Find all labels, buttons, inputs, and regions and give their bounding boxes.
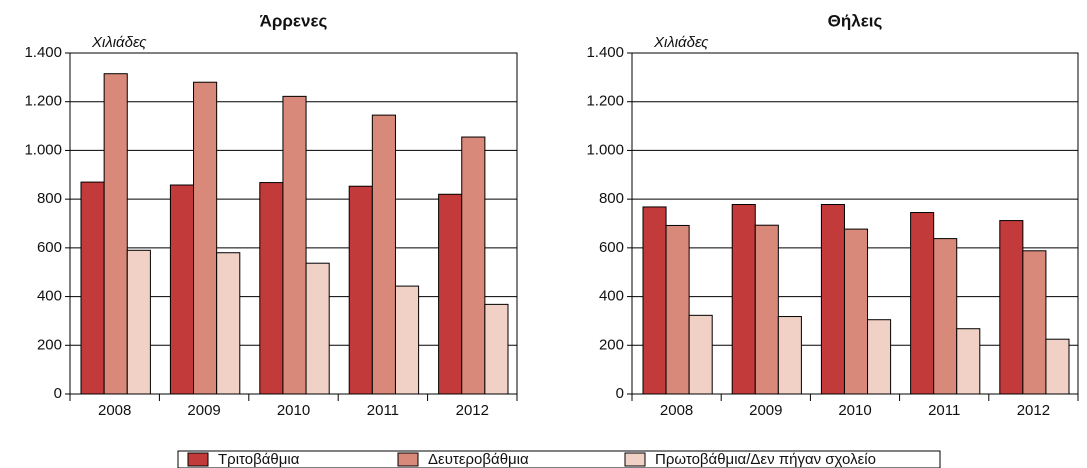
bar [910, 212, 935, 395]
x-tick-label: 2010 [838, 402, 871, 419]
bar [305, 262, 330, 395]
bar [394, 285, 420, 395]
x-tick-label: 2010 [277, 402, 310, 419]
y-tick-label: 800 [599, 190, 624, 207]
x-tick-label: 2012 [456, 402, 489, 419]
legend-box [177, 450, 941, 468]
bar [438, 193, 463, 395]
x-tick-label: 2008 [660, 402, 693, 419]
bar [642, 206, 667, 395]
y-tick-label: 0 [54, 385, 62, 402]
legend-label: Πρωτοβάθμια/Δεν πήγαν σχολείο [655, 451, 876, 468]
x-tick-label: 2011 [928, 402, 960, 419]
y-tick-label: 1.000 [586, 141, 624, 158]
chart-title: Θήλεις [828, 11, 883, 30]
y-tick-label: 600 [599, 239, 624, 256]
bar [1022, 250, 1047, 395]
y-axis-label: Χιλιάδες [91, 34, 147, 51]
legend-swatch [187, 452, 209, 467]
bar [371, 114, 396, 395]
y-tick-label: 1.400 [24, 44, 62, 61]
y-tick-label: 200 [599, 336, 624, 353]
bar [956, 328, 981, 395]
bar [777, 316, 802, 395]
legend-swatch [624, 452, 646, 467]
bar [126, 249, 151, 395]
x-tick-label: 2011 [367, 402, 399, 419]
bar [461, 136, 486, 395]
bar [867, 319, 892, 395]
bar [731, 204, 756, 395]
y-tick-label: 400 [37, 288, 62, 305]
bar [843, 228, 869, 395]
plot-frame [631, 52, 1079, 395]
bar [80, 181, 105, 395]
legend-swatch [397, 452, 419, 467]
bar [282, 95, 307, 395]
bar [688, 314, 713, 395]
x-tick-label: 2009 [749, 402, 782, 419]
x-tick-label: 2012 [1017, 402, 1050, 419]
bar [933, 238, 958, 395]
bar [216, 252, 241, 395]
legend-label: Τριτοβάθμια [218, 451, 300, 468]
bar [348, 185, 373, 395]
y-tick-label: 400 [599, 288, 624, 305]
bar [999, 220, 1024, 395]
plot-frame [69, 52, 518, 395]
y-tick-label: 1.200 [24, 93, 62, 110]
bar [820, 204, 845, 395]
bar [103, 73, 128, 395]
bar [259, 182, 284, 395]
chart-title: Άρρενες [260, 11, 328, 30]
y-tick-label: 1.000 [24, 141, 62, 158]
bar [754, 224, 779, 395]
x-tick-label: 2009 [187, 402, 220, 419]
bar [1045, 338, 1070, 395]
y-tick-label: 1.400 [586, 44, 624, 61]
y-tick-label: 600 [37, 239, 62, 256]
y-tick-label: 0 [616, 385, 624, 402]
bar [665, 224, 690, 395]
bar [169, 184, 195, 395]
legend-label: Δευτεροβάθμια [428, 451, 529, 468]
bar [484, 303, 509, 395]
y-axis-label: Χιλιάδες [653, 34, 709, 51]
x-tick-label: 2008 [98, 402, 131, 419]
y-tick-label: 800 [37, 190, 62, 207]
y-tick-label: 200 [37, 336, 62, 353]
bar [193, 81, 218, 395]
y-tick-label: 1.200 [586, 93, 624, 110]
